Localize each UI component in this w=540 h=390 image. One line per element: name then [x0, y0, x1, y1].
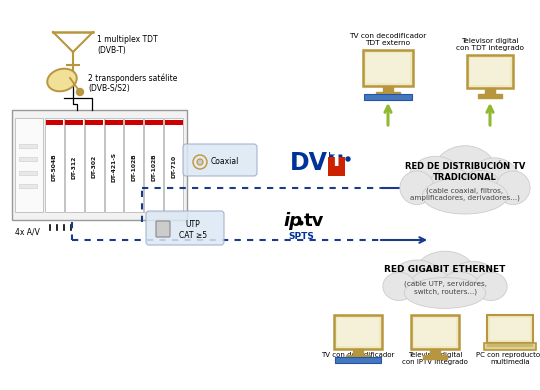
FancyBboxPatch shape	[15, 118, 43, 212]
Ellipse shape	[470, 158, 519, 202]
FancyBboxPatch shape	[124, 118, 143, 212]
Text: Televisor digital
con IPTV integrado: Televisor digital con IPTV integrado	[402, 352, 468, 365]
FancyBboxPatch shape	[165, 120, 183, 125]
FancyBboxPatch shape	[19, 184, 37, 188]
FancyBboxPatch shape	[328, 157, 345, 176]
FancyBboxPatch shape	[487, 315, 533, 343]
FancyBboxPatch shape	[45, 120, 63, 125]
Text: DT-421-S: DT-421-S	[111, 152, 117, 182]
Ellipse shape	[475, 272, 507, 300]
FancyBboxPatch shape	[145, 120, 163, 125]
Text: (cable coaxial, filtros,
amplificadores, derivadores...): (cable coaxial, filtros, amplificadores,…	[410, 187, 520, 201]
Circle shape	[193, 155, 207, 169]
Text: DT-302: DT-302	[92, 155, 97, 179]
Text: TV con decodificador
IPTV externo: TV con decodificador IPTV externo	[321, 352, 395, 365]
Circle shape	[77, 89, 84, 96]
Ellipse shape	[428, 168, 474, 210]
Text: DT-102B: DT-102B	[131, 153, 137, 181]
FancyBboxPatch shape	[337, 318, 379, 346]
Ellipse shape	[47, 69, 77, 91]
Text: (cable UTP, servidores,
switch, routers...): (cable UTP, servidores, switch, routers.…	[403, 281, 487, 295]
FancyBboxPatch shape	[146, 211, 224, 245]
Text: DVB: DVB	[290, 151, 346, 175]
Text: 4x A/V: 4x A/V	[15, 227, 40, 236]
FancyBboxPatch shape	[484, 343, 536, 350]
FancyBboxPatch shape	[411, 315, 459, 349]
Circle shape	[299, 221, 303, 225]
FancyBboxPatch shape	[346, 355, 370, 359]
Text: ip: ip	[283, 212, 302, 230]
FancyBboxPatch shape	[334, 315, 382, 349]
Text: TV con decodificador
TDT externo: TV con decodificador TDT externo	[349, 33, 427, 46]
Text: tv: tv	[304, 212, 325, 230]
Circle shape	[346, 157, 350, 161]
Ellipse shape	[496, 171, 530, 204]
FancyBboxPatch shape	[105, 120, 123, 125]
FancyBboxPatch shape	[12, 110, 187, 220]
FancyBboxPatch shape	[467, 55, 513, 88]
FancyBboxPatch shape	[366, 53, 410, 83]
FancyBboxPatch shape	[470, 58, 510, 85]
FancyBboxPatch shape	[85, 120, 103, 125]
FancyBboxPatch shape	[125, 120, 143, 125]
FancyBboxPatch shape	[423, 355, 447, 359]
FancyBboxPatch shape	[65, 118, 84, 212]
FancyBboxPatch shape	[487, 344, 533, 347]
Text: DT-102B: DT-102B	[151, 153, 156, 181]
FancyBboxPatch shape	[19, 144, 37, 148]
Text: SPTS: SPTS	[288, 232, 314, 241]
FancyBboxPatch shape	[156, 221, 170, 237]
FancyBboxPatch shape	[485, 88, 495, 94]
FancyBboxPatch shape	[490, 318, 530, 340]
Ellipse shape	[383, 272, 415, 300]
Text: RED DE DISTRIBUCIÓN TV
TRADICIONAL: RED DE DISTRIBUCIÓN TV TRADICIONAL	[405, 162, 525, 182]
FancyBboxPatch shape	[363, 50, 413, 86]
Ellipse shape	[433, 146, 497, 204]
Ellipse shape	[409, 269, 454, 305]
FancyBboxPatch shape	[144, 118, 163, 212]
Text: DT-504B: DT-504B	[52, 153, 57, 181]
Ellipse shape	[439, 272, 481, 305]
Text: T: T	[330, 151, 343, 170]
Circle shape	[197, 159, 203, 165]
FancyBboxPatch shape	[364, 94, 412, 100]
FancyBboxPatch shape	[19, 158, 37, 161]
FancyBboxPatch shape	[353, 349, 363, 355]
FancyBboxPatch shape	[105, 118, 124, 212]
Ellipse shape	[391, 260, 443, 300]
FancyBboxPatch shape	[85, 118, 104, 212]
Text: DT-312: DT-312	[72, 155, 77, 179]
Ellipse shape	[400, 171, 434, 204]
Text: RED GIGABIT ETHERNET: RED GIGABIT ETHERNET	[384, 265, 505, 274]
FancyBboxPatch shape	[183, 144, 257, 176]
Text: 1 multiplex TDT
(DVB-T): 1 multiplex TDT (DVB-T)	[97, 35, 158, 55]
Ellipse shape	[414, 251, 476, 300]
FancyBboxPatch shape	[65, 120, 83, 125]
Text: DT-710: DT-710	[171, 155, 176, 179]
FancyBboxPatch shape	[430, 349, 440, 355]
FancyBboxPatch shape	[383, 86, 393, 92]
Text: Coaxial: Coaxial	[211, 158, 239, 167]
Text: UTP
CAT ≥5: UTP CAT ≥5	[179, 220, 207, 240]
FancyBboxPatch shape	[164, 118, 183, 212]
Text: 2 transponders satélite
(DVB-S/S2): 2 transponders satélite (DVB-S/S2)	[88, 73, 177, 93]
Ellipse shape	[408, 156, 463, 204]
Ellipse shape	[449, 261, 497, 298]
Text: PC con reproductor
multimedia: PC con reproductor multimedia	[476, 352, 540, 365]
FancyBboxPatch shape	[45, 118, 64, 212]
Text: Televisor digital
con TDT integrado: Televisor digital con TDT integrado	[456, 38, 524, 51]
FancyBboxPatch shape	[19, 171, 37, 175]
Ellipse shape	[404, 278, 485, 308]
FancyBboxPatch shape	[414, 318, 456, 346]
FancyBboxPatch shape	[478, 94, 502, 98]
Ellipse shape	[422, 177, 508, 214]
Ellipse shape	[459, 170, 502, 210]
FancyBboxPatch shape	[376, 92, 400, 96]
FancyBboxPatch shape	[335, 357, 381, 363]
